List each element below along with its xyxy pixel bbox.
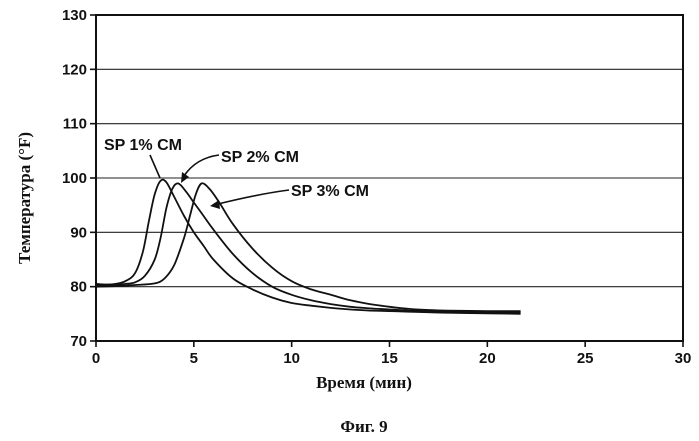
y-tick-label-70: 70 [70,333,87,350]
x-tick-label-15: 15 [381,350,398,367]
annotation-leader-sp-1 [149,154,161,179]
annotation-sp-3: SP 3% CM [291,183,369,200]
annotation-leader-sp-3 [213,189,290,206]
x-tick-label-5: 5 [190,350,198,367]
x-tick-label-0: 0 [92,350,100,367]
y-tick-label-80: 80 [70,279,87,296]
y-tick-label-110: 110 [63,116,87,133]
series-line-3 [95,182,521,313]
x-axis-title: Время (мин) [316,373,412,392]
annotation-leader-sp-2 [183,154,220,177]
series-line-2 [95,182,521,314]
series-line-1 [95,178,521,315]
y-axis-ticks: 70 80 90 100 110 120 130 [62,7,96,350]
x-tick-label-10: 10 [283,350,300,367]
annotation-sp-1: SP 1% CM [104,137,182,154]
y-tick-label-90: 90 [70,224,87,241]
y-tick-label-130: 130 [62,7,87,24]
y-tick-label-100: 100 [62,170,87,187]
figure-caption: Фиг. 9 [340,417,387,436]
annotation-arrowhead-sp-2 [181,172,189,183]
y-axis-title: Температура (°F) [15,132,34,264]
y-tick-label-120: 120 [62,61,87,78]
series-lines [95,178,521,315]
x-tick-label-25: 25 [577,350,594,367]
x-tick-label-30: 30 [675,350,692,367]
annotation-sp-2: SP 2% CM [221,149,299,166]
series-annotations: SP 1% CM SP 2% CM SP 3% CM [104,137,369,209]
x-tick-label-20: 20 [479,350,496,367]
annotation-arrowhead-sp-3 [210,200,220,209]
x-axis-ticks: 0 5 10 15 20 25 30 [92,341,692,367]
